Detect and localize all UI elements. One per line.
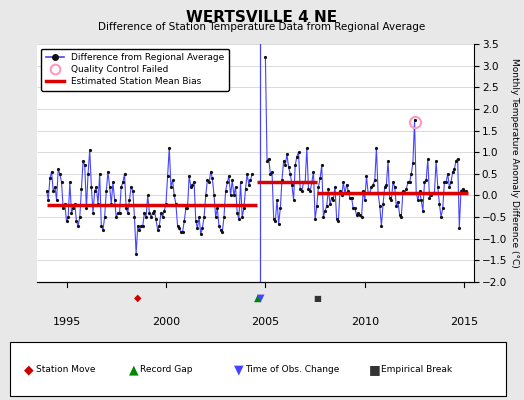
- Text: Station Move: Station Move: [36, 366, 95, 374]
- Text: ■: ■: [369, 364, 380, 376]
- Text: ◆: ◆: [134, 293, 142, 303]
- Text: WERTSVILLE 4 NE: WERTSVILLE 4 NE: [187, 10, 337, 25]
- Text: Empirical Break: Empirical Break: [381, 366, 453, 374]
- Text: Record Gap: Record Gap: [140, 366, 193, 374]
- Text: ▲: ▲: [129, 364, 138, 376]
- Text: 2000: 2000: [152, 317, 180, 327]
- Text: Berkeley Earth: Berkeley Earth: [431, 386, 503, 396]
- Text: ▼: ▼: [234, 364, 243, 376]
- Text: 2005: 2005: [252, 317, 279, 327]
- Legend: Difference from Regional Average, Quality Control Failed, Estimated Station Mean: Difference from Regional Average, Qualit…: [41, 48, 229, 91]
- Text: ◆: ◆: [24, 364, 34, 376]
- Y-axis label: Monthly Temperature Anomaly Difference (°C): Monthly Temperature Anomaly Difference (…: [510, 58, 519, 268]
- Text: ▲: ▲: [254, 293, 261, 303]
- Text: ■: ■: [313, 294, 321, 302]
- Text: ▼: ▼: [257, 293, 264, 303]
- Text: 2010: 2010: [351, 317, 379, 327]
- Text: Time of Obs. Change: Time of Obs. Change: [245, 366, 340, 374]
- Text: 2015: 2015: [450, 317, 478, 327]
- Text: Difference of Station Temperature Data from Regional Average: Difference of Station Temperature Data f…: [99, 22, 425, 32]
- Text: 1995: 1995: [52, 317, 81, 327]
